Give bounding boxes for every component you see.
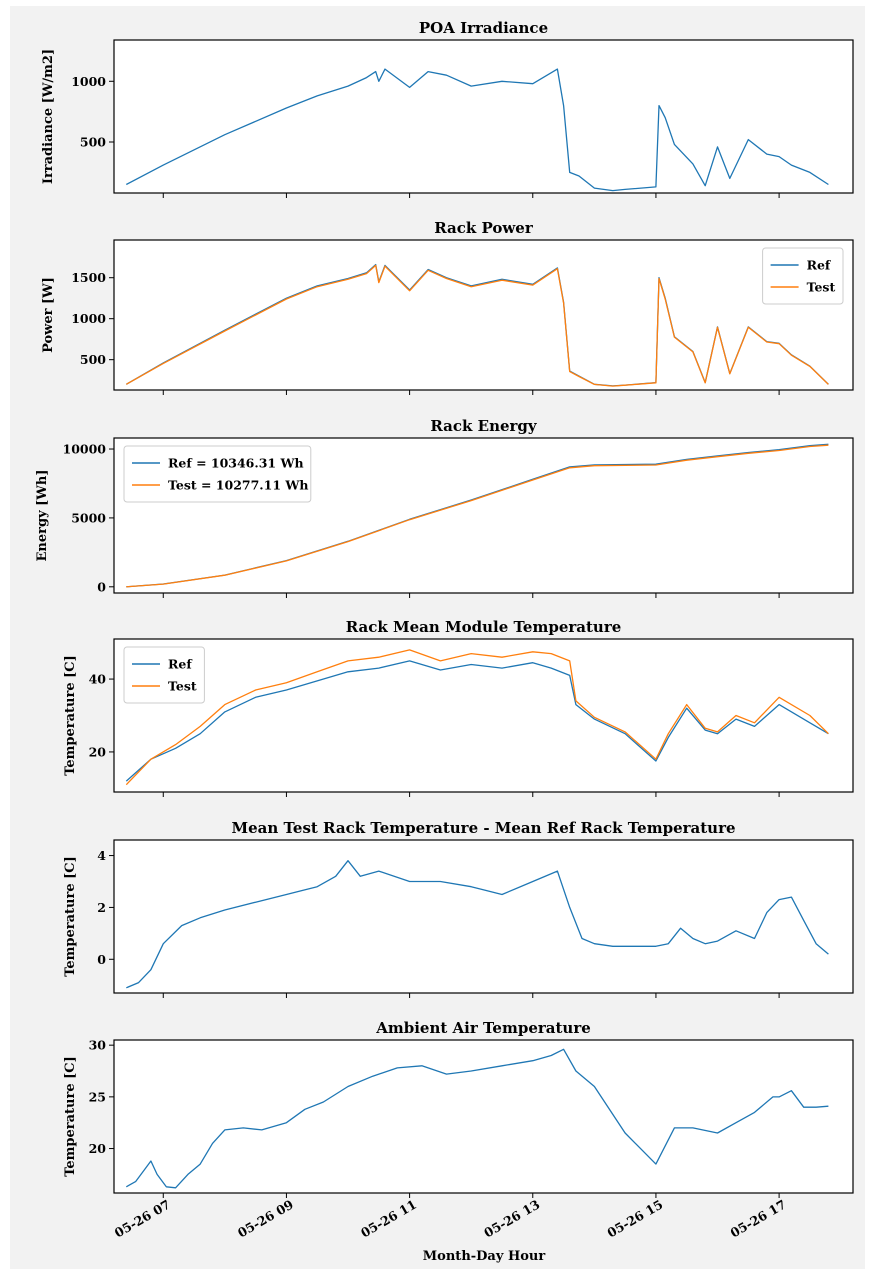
legend-box [762,247,844,305]
y-axis-label: Energy [Wh] [35,469,50,561]
plot-frame [113,437,854,594]
plot-area [114,840,853,993]
panel-title: Rack Mean Module Temperature [346,618,622,636]
x-tick-label: 05-26 11 [358,1197,419,1241]
legend-label: Ref [807,258,832,273]
y-tick-label: 4 [97,848,106,863]
x-tick-label: 05-26 15 [604,1197,665,1241]
series-line-main [126,860,829,989]
y-axis-label: Temperature [C] [63,655,78,776]
y-tick-label: 1500 [71,270,106,285]
series-line-main [125,68,829,192]
panel-1: POA Irradiance Irradiance [W/m2] 500 1000 [41,19,854,198]
panel-3: Rack Energy Energy [Wh] 0 5000 10000 Ref = 10… [35,417,854,598]
y-tick-label: 0 [97,952,106,967]
y-tick-label: 500 [80,135,106,150]
panel-title: Rack Power [434,219,534,237]
y-tick-label: 1000 [71,74,106,89]
plot-frame [113,39,854,194]
plot-area [114,40,853,193]
x-tick-label: 05-26 17 [728,1197,789,1241]
panel-title: Ambient Air Temperature [375,1019,591,1037]
series-line-test [125,649,829,786]
legend-label: Test [168,679,197,694]
y-tick-label: 500 [80,352,106,367]
legend: Ref Test [762,247,844,305]
series-line-main [125,1048,829,1189]
y-axis-label: Temperature [C] [63,1056,78,1177]
series-line-ref [125,660,829,782]
plot-area [114,639,853,792]
panel-title: Mean Test Rack Temperature - Mean Ref Ra… [231,819,735,837]
panel-6: Ambient Air Temperature Temperature [C] 20… [63,1019,854,1198]
legend-box [123,646,205,704]
y-tick-label: 40 [89,672,107,687]
plot-frame [113,839,854,994]
y-tick-label: 20 [89,1141,107,1156]
y-tick-label: 0 [97,579,106,594]
x-tick-label: 05-26 09 [235,1197,296,1241]
panel-4: Rack Mean Module Temperature Temperature … [63,618,854,797]
y-axis-label: Irradiance [W/m2] [41,49,56,184]
plot-area [114,240,853,390]
legend: Ref Test [123,646,205,704]
panel-5: Mean Test Rack Temperature - Mean Ref Ra… [63,819,854,998]
plot-area [114,1040,853,1193]
x-tick-label: 05-26 13 [481,1197,542,1241]
panel-2: Rack Power Power [W] 500 1000 1500 Ref Test [41,219,854,395]
plot-frame [113,1039,854,1194]
legend-label: Test = 10277.11 Wh [168,478,309,493]
y-axis-label: Power [W] [41,277,56,353]
y-tick-label: 30 [89,1038,107,1053]
x-tick-label: 05-26 07 [112,1197,173,1241]
panel-title: POA Irradiance [419,19,548,37]
series-line-test [126,444,829,588]
y-axis-label: Temperature [C] [63,856,78,977]
y-tick-label: 25 [89,1089,106,1104]
y-tick-label: 2 [97,900,106,915]
chart-figure: Month-Day Hour POA Irradiance Irradiance … [35,19,854,1264]
plot-frame [113,638,854,793]
panel-title: Rack Energy [430,417,538,435]
y-tick-label: 10000 [63,442,107,457]
legend-box [123,445,312,503]
x-axis-label: Month-Day Hour [423,1249,546,1264]
y-tick-label: 20 [89,744,107,759]
figure: Month-Day Hour POA Irradiance Irradiance … [10,6,865,1269]
series-line-test [125,264,829,387]
legend: Ref = 10346.31 Wh Test = 10277.11 Wh [123,445,312,503]
y-tick-label: 5000 [71,510,106,525]
legend-label: Ref [168,657,193,672]
plot-frame [113,239,854,391]
y-tick-label: 1000 [71,311,106,326]
legend-label: Test [807,280,836,295]
legend-label: Ref = 10346.31 Wh [168,456,304,471]
